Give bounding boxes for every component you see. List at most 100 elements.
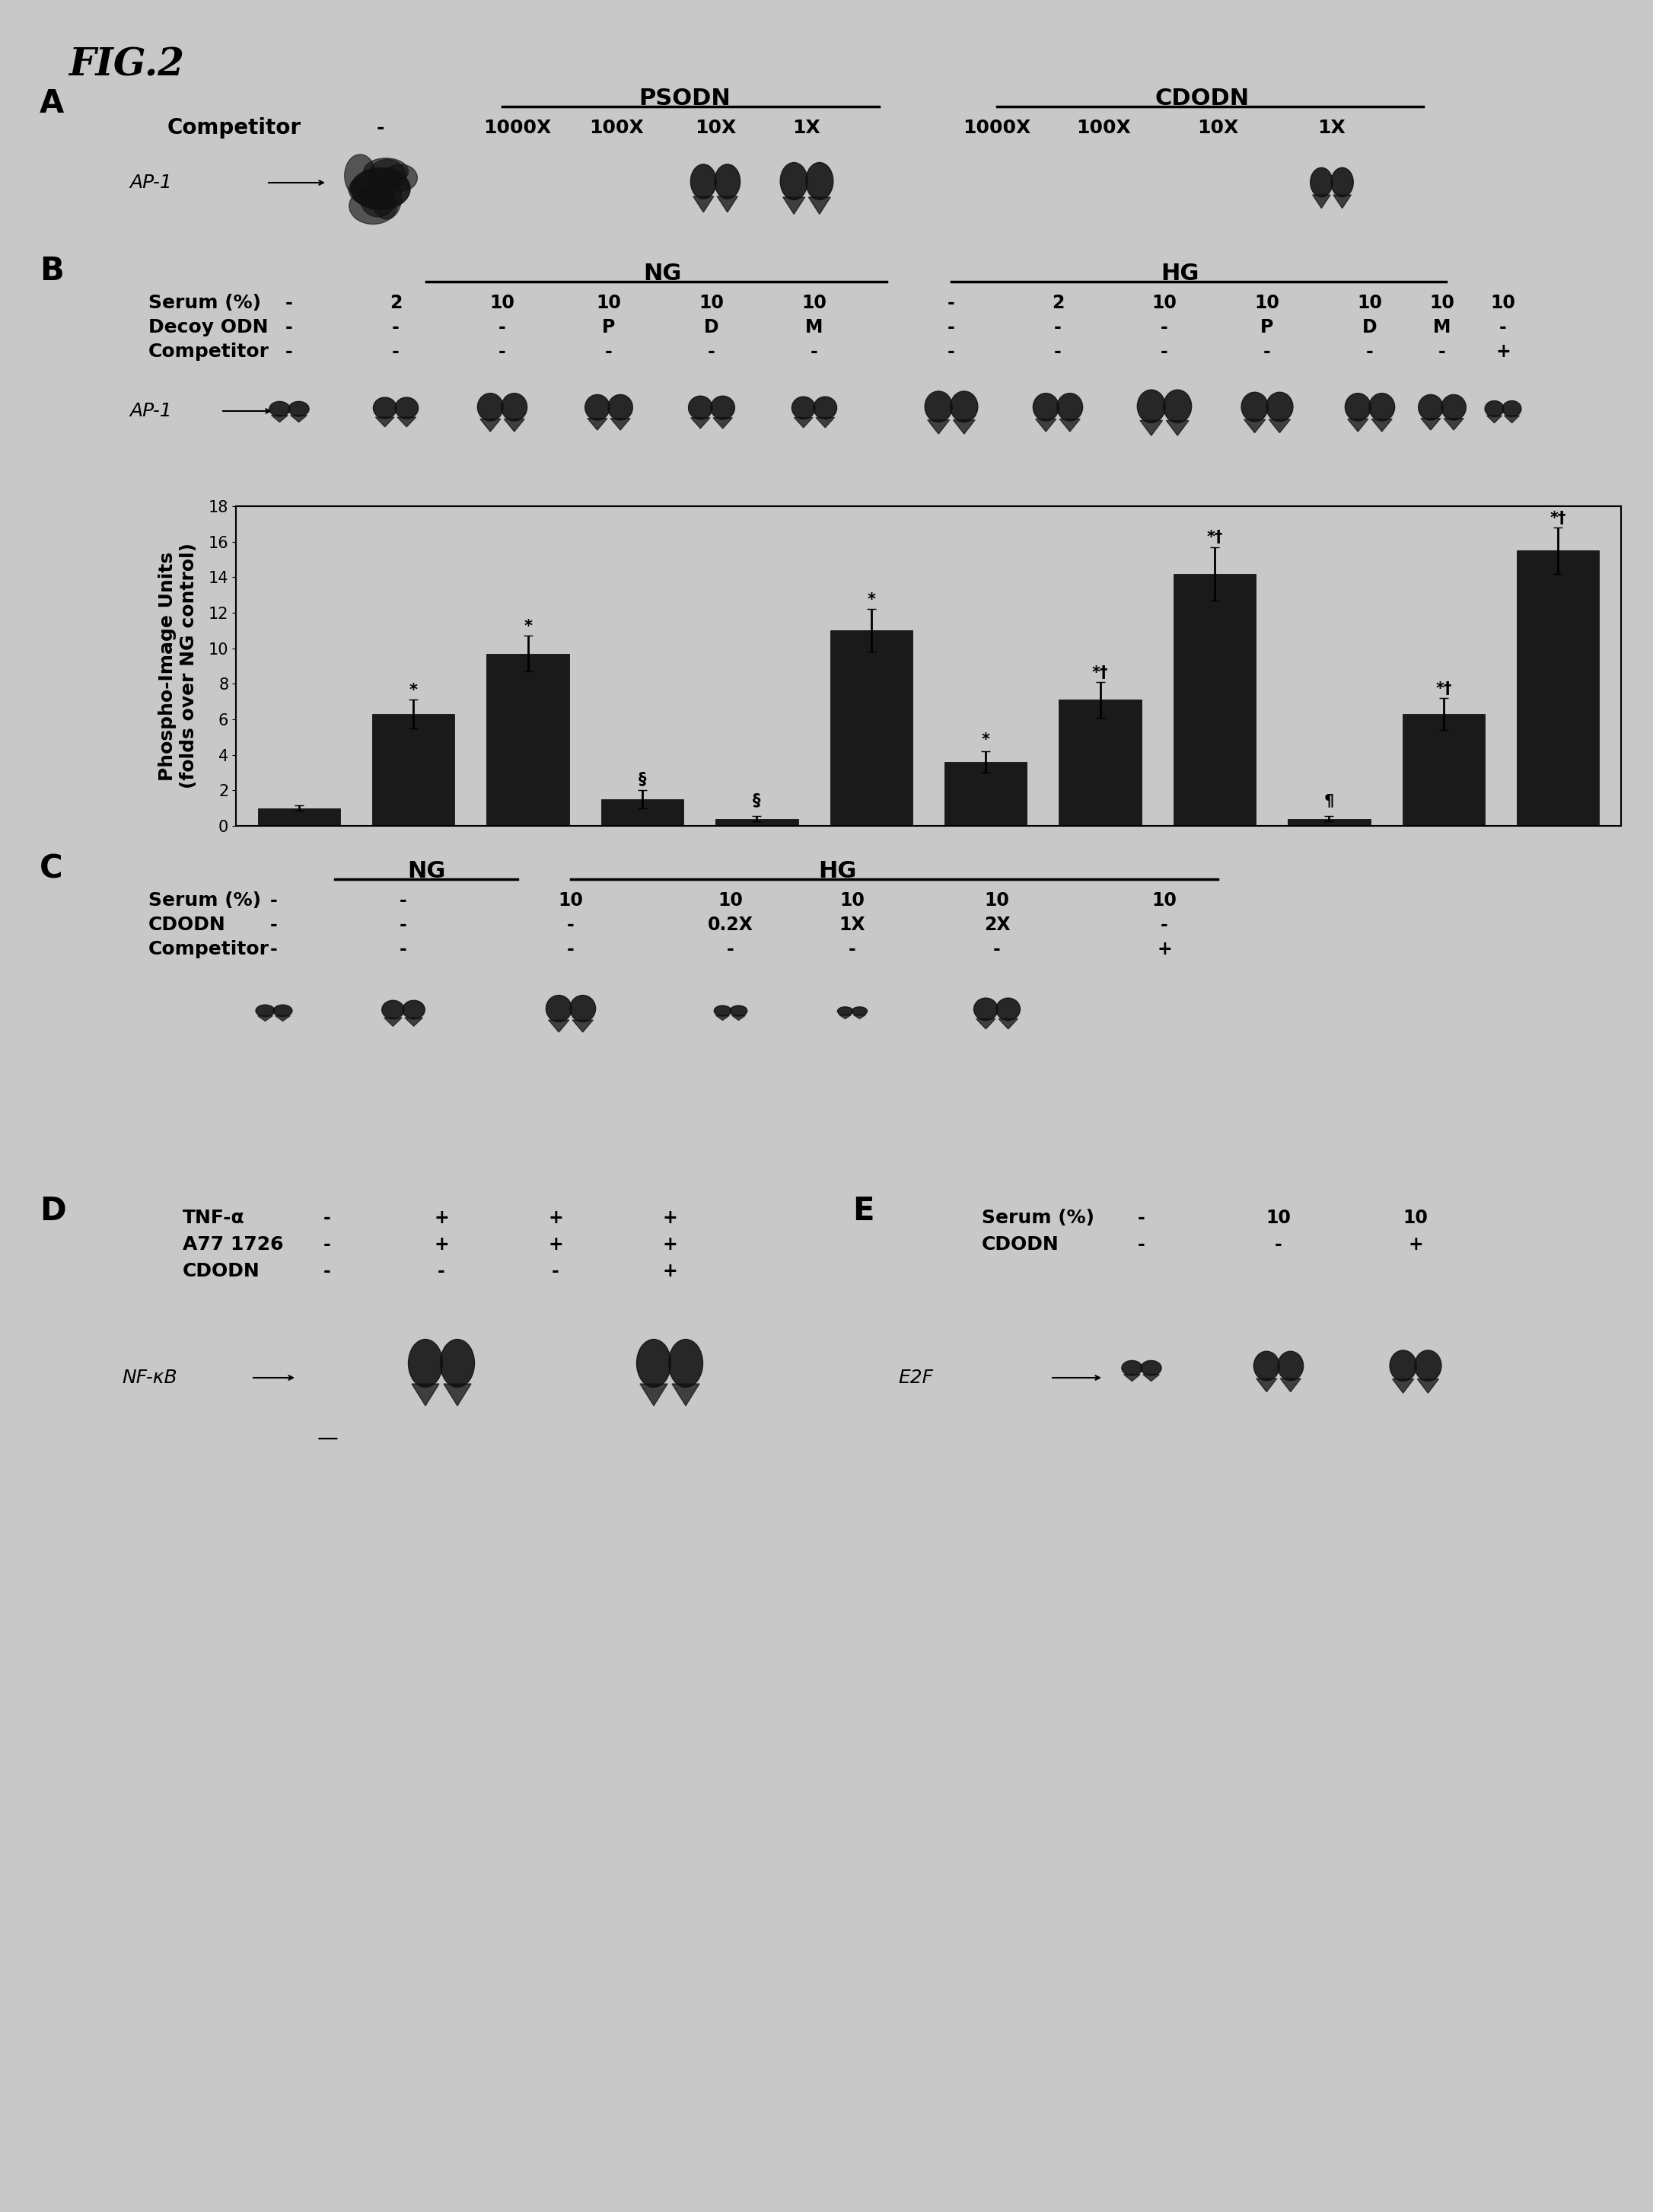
Ellipse shape	[1311, 168, 1332, 197]
Ellipse shape	[805, 161, 833, 199]
Text: C: C	[40, 852, 63, 885]
Text: -: -	[286, 319, 293, 336]
Ellipse shape	[1141, 1360, 1162, 1376]
Polygon shape	[271, 416, 288, 422]
Text: NF-κB: NF-κB	[122, 1369, 177, 1387]
Text: D: D	[1362, 319, 1377, 336]
Ellipse shape	[838, 1006, 853, 1015]
Text: 10: 10	[840, 891, 865, 909]
Ellipse shape	[289, 400, 309, 416]
Polygon shape	[691, 418, 711, 429]
Text: -: -	[1263, 343, 1271, 361]
Text: +: +	[549, 1208, 564, 1228]
Text: 100X: 100X	[588, 119, 643, 137]
Ellipse shape	[636, 1338, 671, 1387]
Ellipse shape	[395, 398, 418, 418]
Ellipse shape	[924, 392, 952, 422]
Ellipse shape	[350, 168, 410, 210]
Text: -: -	[605, 343, 613, 361]
Polygon shape	[1142, 1374, 1159, 1380]
Ellipse shape	[1164, 389, 1192, 422]
Polygon shape	[732, 1015, 746, 1020]
Text: 1X: 1X	[840, 916, 866, 933]
Text: -: -	[567, 916, 575, 933]
Polygon shape	[1417, 1378, 1438, 1394]
Ellipse shape	[688, 396, 712, 420]
Text: A: A	[40, 88, 64, 119]
Text: FIG.2: FIG.2	[68, 46, 183, 84]
Text: 10: 10	[1403, 1208, 1428, 1228]
Text: -: -	[324, 1234, 331, 1254]
Text: TNF-α: TNF-α	[182, 1208, 245, 1228]
Text: +: +	[1496, 343, 1511, 361]
Polygon shape	[291, 416, 307, 422]
Text: -: -	[567, 940, 575, 958]
Ellipse shape	[950, 392, 979, 422]
Bar	[716, 818, 798, 825]
Text: -: -	[271, 916, 278, 933]
Ellipse shape	[383, 164, 417, 190]
Polygon shape	[479, 418, 501, 431]
Text: 10: 10	[1491, 294, 1516, 312]
Text: Serum (%): Serum (%)	[149, 891, 261, 909]
Text: 1000X: 1000X	[484, 119, 552, 137]
Text: CDODN: CDODN	[1155, 88, 1250, 111]
Ellipse shape	[691, 164, 716, 199]
Text: 10: 10	[699, 294, 724, 312]
Ellipse shape	[1033, 394, 1058, 420]
Ellipse shape	[372, 175, 402, 219]
Ellipse shape	[608, 394, 633, 420]
Text: 10X: 10X	[1197, 119, 1238, 137]
Polygon shape	[1060, 418, 1079, 431]
Text: -: -	[552, 1263, 559, 1281]
Text: -: -	[1274, 1234, 1283, 1254]
Polygon shape	[397, 418, 417, 427]
Text: *: *	[868, 593, 876, 608]
Text: -: -	[499, 319, 506, 336]
Text: -: -	[1137, 1234, 1146, 1254]
Text: CDODN: CDODN	[982, 1234, 1060, 1254]
Text: -: -	[1160, 343, 1169, 361]
Polygon shape	[1167, 420, 1189, 436]
Text: *: *	[410, 684, 418, 699]
Text: E2F: E2F	[898, 1369, 932, 1387]
Text: 1X: 1X	[1317, 119, 1346, 137]
Bar	[486, 653, 569, 825]
Text: 2X: 2X	[984, 916, 1010, 933]
Polygon shape	[610, 418, 630, 429]
Ellipse shape	[1503, 400, 1521, 416]
Text: -: -	[1160, 916, 1169, 933]
Text: AP-1: AP-1	[129, 173, 172, 192]
Text: -: -	[499, 343, 506, 361]
Text: -: -	[993, 940, 1000, 958]
Text: M: M	[805, 319, 823, 336]
Text: -: -	[947, 294, 955, 312]
Ellipse shape	[349, 188, 397, 223]
Polygon shape	[443, 1385, 471, 1407]
Text: 10: 10	[717, 891, 744, 909]
Text: D: D	[40, 1194, 66, 1228]
Ellipse shape	[1137, 389, 1165, 422]
Text: -: -	[1365, 343, 1374, 361]
Text: -: -	[810, 343, 818, 361]
Text: 10: 10	[1255, 294, 1279, 312]
Ellipse shape	[403, 1000, 425, 1020]
Text: D: D	[704, 319, 719, 336]
Text: NG: NG	[407, 860, 445, 883]
Ellipse shape	[408, 1338, 443, 1387]
Text: 0.2X: 0.2X	[707, 916, 754, 933]
Text: -: -	[707, 343, 716, 361]
Bar	[1288, 818, 1370, 825]
Ellipse shape	[851, 1006, 868, 1015]
Text: 10X: 10X	[694, 119, 736, 137]
Ellipse shape	[440, 1338, 474, 1387]
Text: Competitor: Competitor	[167, 117, 301, 139]
Text: -: -	[392, 343, 400, 361]
Text: ¶: ¶	[1324, 792, 1334, 807]
Text: M: M	[1433, 319, 1451, 336]
Polygon shape	[1312, 195, 1331, 208]
Polygon shape	[927, 420, 949, 434]
Text: +: +	[663, 1234, 678, 1254]
Text: 10: 10	[1357, 294, 1382, 312]
Text: -: -	[324, 1208, 331, 1228]
